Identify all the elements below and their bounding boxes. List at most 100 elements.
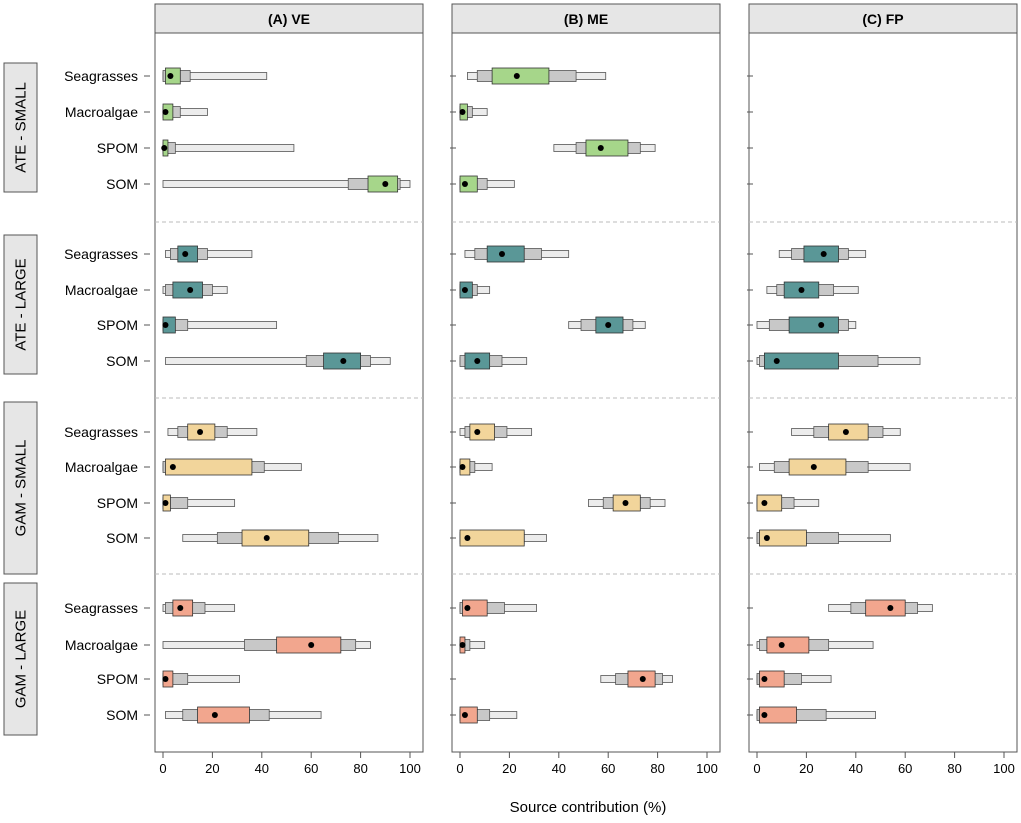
interval-mark [464,245,570,263]
ci50-bar [459,529,525,547]
median-point [461,287,468,293]
source-label: Macroalgae [65,104,138,120]
group-label-box [3,234,38,375]
interval-mark [182,529,379,547]
interval-mark [568,316,646,334]
x-tick-label: 80 [353,761,367,776]
source-label: SOM [106,353,138,369]
interval-mark [791,423,901,441]
x-tick-label: 40 [849,761,863,776]
ci95-bar [165,357,391,365]
median-point [763,535,770,541]
interval-mark [162,316,278,334]
ci50-bar [788,316,839,334]
median-point [887,605,894,611]
median-point [464,605,471,611]
panel-frame [451,32,721,753]
median-point [162,500,169,506]
ci50-bar [585,139,629,157]
group-label-box [3,401,38,575]
source-label: Macroalgae [65,637,138,653]
x-tick-label: 80 [947,761,961,776]
median-point [474,358,481,364]
ci50-bar [241,529,310,547]
source-label: SPOM [97,495,138,511]
median-point [622,500,629,506]
ci95-bar [162,144,295,152]
median-point [182,251,189,257]
ci50-bar [491,67,550,85]
x-tick-label: 100 [399,761,421,776]
interval-mark [756,636,874,654]
median-point [459,464,466,470]
x-tick-label: 60 [601,761,615,776]
interval-mark [162,103,208,121]
interval-mark [756,494,820,512]
ci50-bar [756,494,783,512]
median-point [340,358,347,364]
interval-mark [600,670,673,688]
panel-strip [451,3,721,34]
median-point [761,676,768,682]
median-point [761,712,768,718]
median-point [810,464,817,470]
interval-mark [162,175,411,193]
interval-mark [459,458,493,476]
interval-mark [766,281,859,299]
interval-mark [459,423,533,441]
interval-mark [165,352,391,370]
interval-mark [459,529,547,547]
interval-mark [467,67,607,85]
interval-mark [588,494,666,512]
interval-mark [162,599,236,617]
panel-title: (B) ME [564,11,608,27]
ci50-bar [759,529,807,547]
ci50-bar [788,458,847,476]
ci50-bar [459,706,478,724]
median-point [211,712,218,718]
interval-mark [162,670,240,688]
interval-mark [162,281,228,299]
interval-mark [161,139,295,157]
x-tick-label: 40 [552,761,566,776]
interval-mark [165,706,322,724]
group-label: GAM - SMALL [13,440,30,537]
ci50-bar [469,423,495,441]
source-label: SPOM [97,671,138,687]
interval-mark [756,706,876,724]
median-point [382,181,389,187]
group-label: ATE - SMALL [13,82,30,173]
x-tick-label: 0 [159,761,166,776]
panel-frame [748,32,1018,753]
x-tick-label: 60 [304,761,318,776]
x-tick-label: 0 [456,761,463,776]
x-tick-label: 20 [799,761,813,776]
ci95-bar [165,250,253,258]
median-point [169,464,176,470]
interval-mark [759,458,911,476]
group-label: ATE - LARGE [13,258,30,350]
interval-mark [756,529,891,547]
median-point [773,358,780,364]
source-label: Seagrasses [64,600,138,616]
ci50-bar [865,599,906,617]
median-point [461,712,468,718]
source-label: SOM [106,176,138,192]
median-point [161,145,168,151]
ci50-bar [462,599,488,617]
ci50-bar [165,458,253,476]
group-label-box [3,582,38,736]
source-label: SPOM [97,140,138,156]
ci50-bar [197,706,250,724]
interval-mark [162,636,371,654]
ci50-bar [766,636,810,654]
median-point [459,109,466,115]
panel-strip [154,3,424,34]
x-tick-label: 20 [502,761,516,776]
median-point [187,287,194,293]
median-point [177,605,184,611]
panel-strip [748,3,1018,34]
interval-mark [162,67,268,85]
interval-mark [756,316,857,334]
interval-mark [756,670,832,688]
